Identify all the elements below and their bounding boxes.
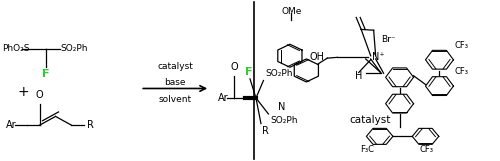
Text: O: O [36,90,44,100]
Text: F: F [245,66,252,76]
Text: N⁺: N⁺ [372,52,385,62]
Text: F: F [42,69,50,79]
Text: PhO₂S: PhO₂S [2,44,29,53]
Text: CF₃: CF₃ [420,145,434,154]
Text: SO₂Ph: SO₂Ph [265,69,292,78]
Text: Ar: Ar [6,120,16,130]
Text: SO₂Ph: SO₂Ph [270,116,297,125]
Text: SO₂Ph: SO₂Ph [60,44,88,53]
Text: O: O [230,62,238,72]
Text: OH: OH [310,52,325,62]
Text: R: R [262,126,269,136]
Text: +: + [18,85,29,99]
Text: OMe: OMe [281,7,301,16]
Text: CF₃: CF₃ [454,67,468,76]
Text: base: base [164,78,186,87]
Text: solvent: solvent [158,95,192,104]
Text: N: N [278,102,285,112]
Text: R: R [87,120,94,130]
Text: H: H [355,71,362,81]
Text: catalyst: catalyst [158,62,193,71]
Text: catalyst: catalyst [349,115,391,125]
Text: F₃C: F₃C [360,145,374,154]
Text: Br⁻: Br⁻ [380,34,396,43]
Text: CF₃: CF₃ [454,41,468,50]
Text: Ar: Ar [218,93,228,103]
